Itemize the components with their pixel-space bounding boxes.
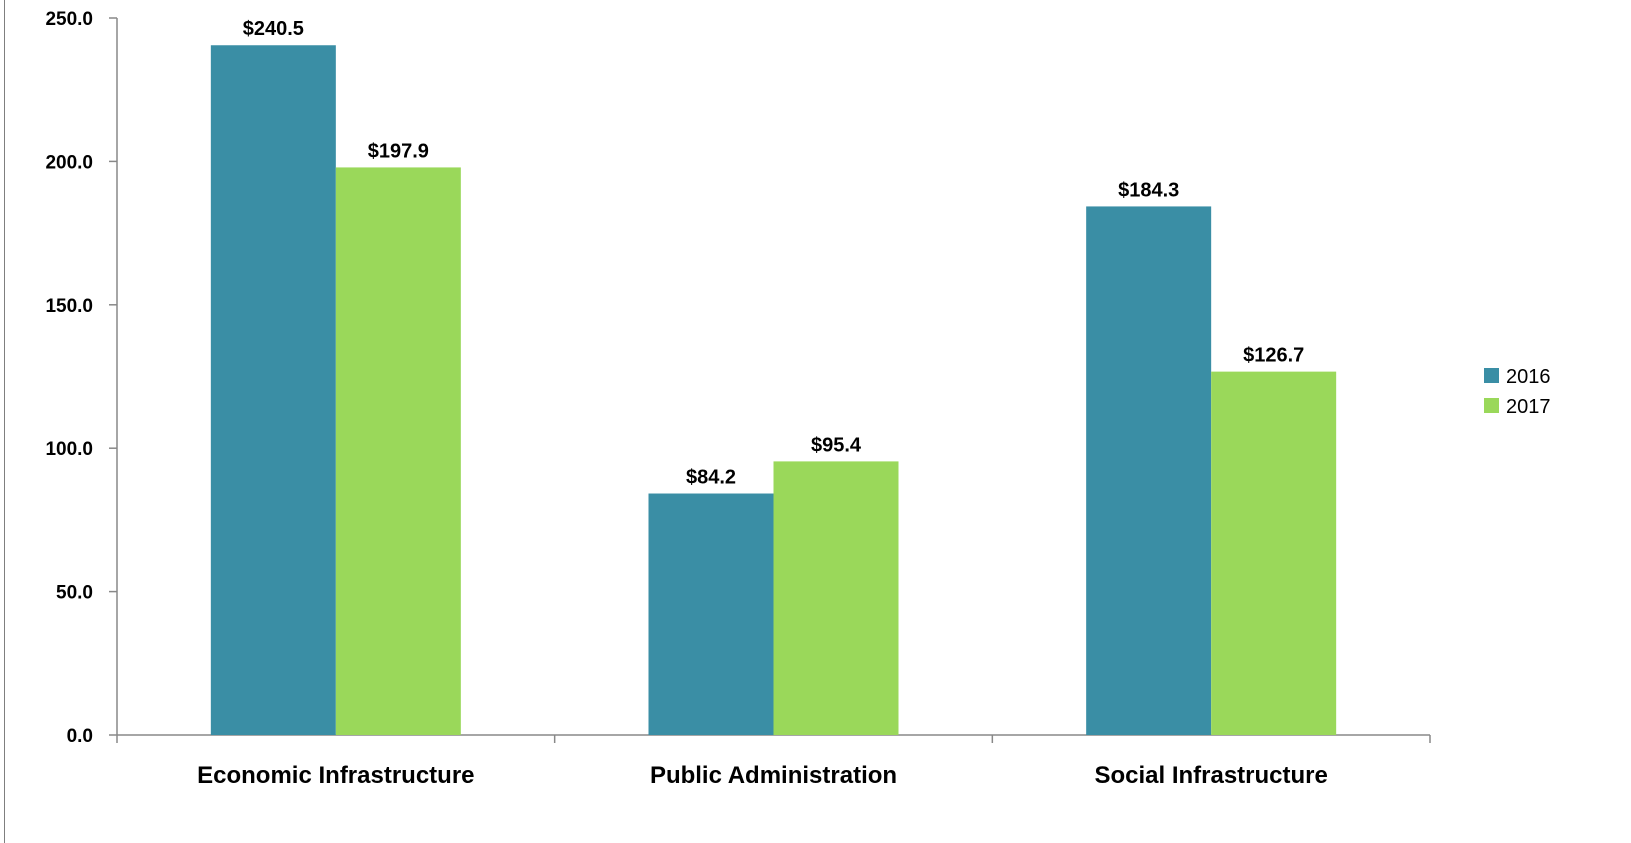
bar-2016-3 [1086, 206, 1212, 735]
x-category-label: Social Infrastructure [1094, 762, 1327, 789]
legend-swatch [1484, 398, 1499, 413]
data-label: $197.9 [368, 140, 429, 162]
data-label: $126.7 [1243, 345, 1304, 367]
data-labels: $240.5 $197.9 $84.2 $95.4 $184.3 $126.7 [243, 18, 1305, 488]
data-label: $95.4 [811, 434, 862, 456]
legend: 2016 2017 [1484, 366, 1551, 418]
bar-2016-2 [648, 493, 774, 735]
legend-label: 2017 [1506, 396, 1551, 418]
x-axis: Economic Infrastructure Public Administra… [116, 734, 1431, 789]
y-tick-label: 50.0 [56, 583, 93, 604]
bar-2017-3 [1211, 371, 1337, 735]
y-tick-label: 100.0 [45, 439, 93, 460]
x-category-label: Economic Infrastructure [197, 762, 474, 789]
y-tick-label: 150.0 [45, 296, 93, 317]
y-tick-label: 200.0 [45, 152, 93, 173]
y-tick-label: 250.0 [45, 9, 93, 30]
data-label: $84.2 [686, 467, 736, 489]
legend-swatch [1484, 368, 1499, 383]
y-axis: 0.0 50.0 100.0 150.0 200.0 250.0 [45, 9, 118, 747]
bar-2016-1 [210, 45, 336, 736]
y-tick-label: 0.0 [67, 726, 93, 747]
bar-2017-2 [773, 461, 899, 735]
bars [210, 45, 1337, 736]
data-label: $184.3 [1118, 179, 1179, 201]
x-category-label: Public Administration [650, 762, 897, 789]
bar-2017-1 [335, 167, 461, 736]
legend-label: 2016 [1506, 366, 1551, 388]
data-label: $240.5 [243, 18, 304, 40]
